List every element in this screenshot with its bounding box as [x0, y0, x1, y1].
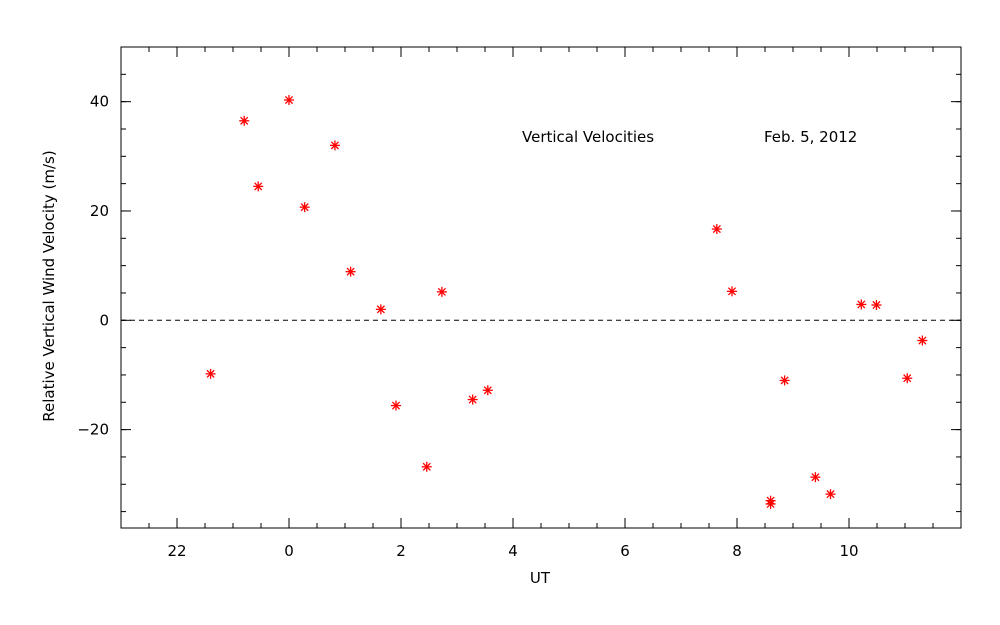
- annotation-title: Vertical Velocities: [522, 128, 654, 146]
- x-tick-labels: 22 0 2 4 6 8 10: [167, 542, 858, 560]
- x-axis-label: UT: [530, 569, 551, 587]
- x-tick-label: 0: [284, 542, 294, 560]
- y-tick-labels: −20 0 20 40: [77, 93, 109, 439]
- x-tick-label: 10: [839, 542, 858, 560]
- data-point: [779, 375, 790, 386]
- plot-frame: [120, 46, 962, 529]
- data-point: [467, 394, 478, 405]
- data-point: [765, 498, 776, 509]
- data-point: [390, 400, 401, 411]
- data-point: [345, 266, 356, 277]
- annotation-date: Feb. 5, 2012: [764, 128, 857, 146]
- data-point: [329, 140, 340, 151]
- data-point: [825, 489, 836, 500]
- data-point: [902, 373, 913, 384]
- data-point: [810, 472, 821, 483]
- data-point: [239, 115, 250, 126]
- y-tick-label: 40: [90, 93, 109, 111]
- data-point: [205, 368, 216, 379]
- data-point: [917, 335, 928, 346]
- x-tick-label: 22: [167, 542, 186, 560]
- y-axis-label: Relative Vertical Wind Velocity (m/s): [40, 150, 58, 421]
- data-point: [375, 304, 386, 315]
- data-point: [284, 95, 294, 106]
- data-point: [726, 286, 737, 297]
- x-tick-label: 8: [732, 542, 742, 560]
- data-point: [482, 385, 493, 396]
- data-point: [421, 461, 432, 472]
- y-tick-label: −20: [77, 421, 109, 439]
- major-ticks: [121, 47, 961, 528]
- data-point: [871, 299, 882, 310]
- x-tick-label: 4: [508, 542, 518, 560]
- y-tick-label: 20: [90, 202, 109, 220]
- y-tick-label: 0: [99, 311, 109, 329]
- x-tick-label: 2: [396, 542, 406, 560]
- data-point: [436, 286, 447, 297]
- data-point: [856, 299, 867, 310]
- x-tick-label: 6: [620, 542, 630, 560]
- minor-ticks: [120, 46, 962, 528]
- data-point: [253, 181, 264, 192]
- data-points: [205, 95, 928, 509]
- data-point: [711, 224, 722, 235]
- data-point: [299, 202, 310, 213]
